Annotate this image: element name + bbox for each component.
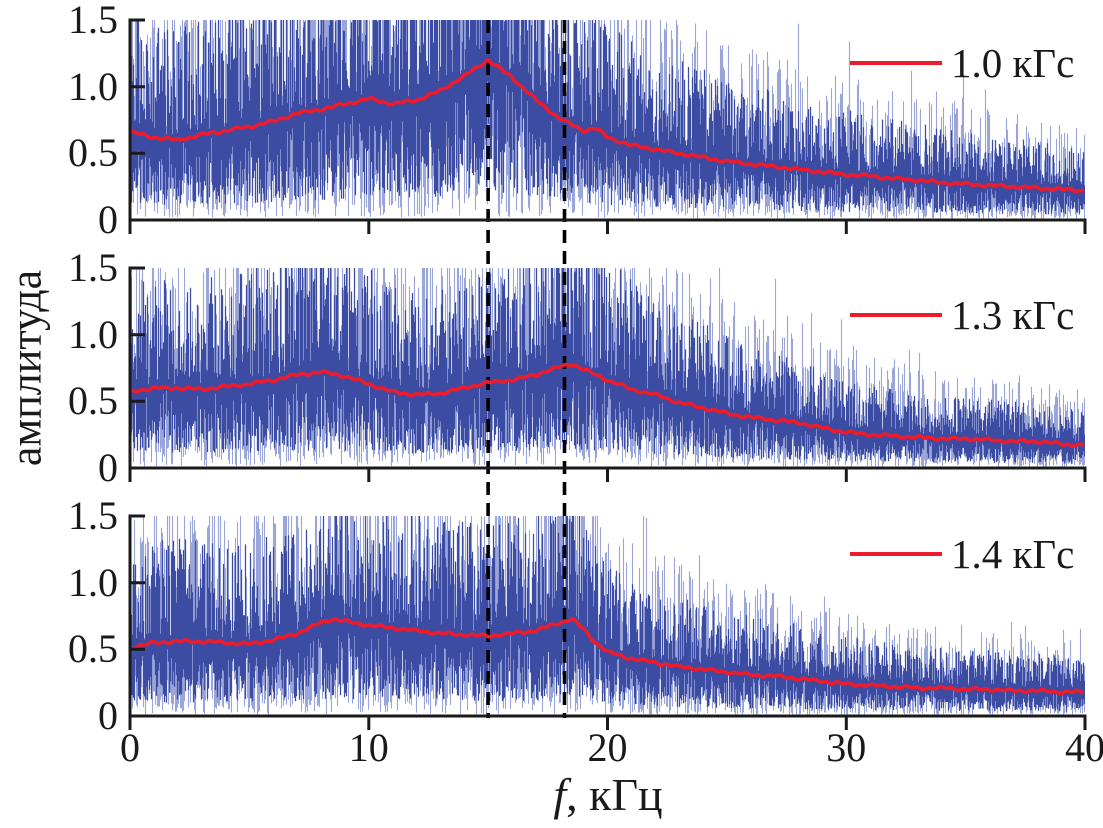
- legend-panel-2: 1.3 кГс: [850, 293, 1074, 337]
- x-tick-label-0: 0: [120, 725, 140, 770]
- y-tick-label-p2-0: 0: [98, 445, 118, 490]
- y-tick-label-p3-1.5: 1.5: [68, 493, 118, 538]
- y-tick-label-p1-1.5: 1.5: [68, 0, 118, 42]
- legend-red-line-swatch: [850, 552, 942, 556]
- y-tick-label-p1-0.5: 0.5: [68, 130, 118, 176]
- y-axis-label: амплитуда: [1, 269, 51, 467]
- y-tick-label-p3-0.5: 0.5: [68, 626, 118, 672]
- legend-label: 1.0 кГс: [951, 40, 1075, 86]
- x-axis-label-unit: , кГц: [566, 769, 663, 820]
- y-tick-label-p2-1.0: 1.0: [68, 311, 118, 357]
- legend-red-line-swatch: [850, 61, 942, 65]
- mean-amplitude-curve: [129, 616, 1085, 696]
- legend-red-line-swatch: [850, 313, 942, 317]
- x-tick-label-30: 30: [826, 725, 867, 770]
- y-tick-label-p3-1.0: 1.0: [68, 559, 118, 605]
- y-tick-label-p1-1.0: 1.0: [68, 63, 118, 109]
- panel-axes: [128, 514, 1087, 730]
- x-axis-label-variable: f: [553, 769, 567, 820]
- y-tick-label-p1-0: 0: [98, 197, 118, 242]
- legend-panel-3: 1.4 кГс: [850, 532, 1074, 576]
- x-axis-label: f, кГц: [553, 768, 662, 821]
- legend-panel-1: 1.0 кГс: [850, 41, 1074, 85]
- y-tick-label-p2-0.5: 0.5: [68, 378, 118, 424]
- y-tick-label-p3-0: 0: [98, 693, 118, 738]
- x-tick-label-20: 20: [587, 725, 628, 770]
- y-tick-label-p2-1.5: 1.5: [68, 245, 118, 290]
- mean-amplitude-curve: [129, 362, 1085, 448]
- legend-label: 1.3 кГс: [951, 292, 1075, 338]
- panel-3-noise: [130, 516, 1085, 715]
- panel-axes: [128, 266, 1087, 482]
- x-tick-label-40: 40: [1065, 725, 1103, 770]
- mean-amplitude-curve: [129, 58, 1085, 194]
- x-tick-label-10: 10: [348, 725, 389, 770]
- panel-axes: [128, 18, 1087, 234]
- legend-label: 1.4 кГс: [951, 531, 1075, 577]
